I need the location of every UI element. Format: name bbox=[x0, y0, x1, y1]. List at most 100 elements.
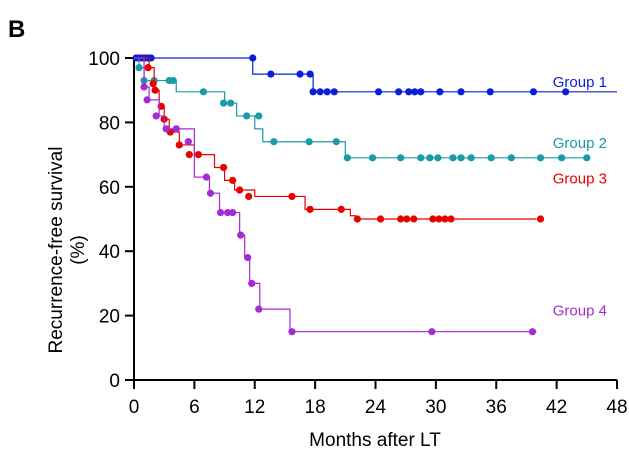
group-1-marker bbox=[249, 54, 257, 62]
group-2-marker bbox=[507, 154, 515, 162]
group-4-marker bbox=[172, 125, 180, 133]
group-2-marker bbox=[219, 99, 228, 107]
group-3-marker bbox=[536, 215, 545, 223]
group-2-marker bbox=[368, 154, 377, 162]
group-4-marker bbox=[237, 231, 245, 239]
group-2-marker bbox=[169, 76, 177, 85]
group-4-marker bbox=[248, 279, 256, 287]
group-4-marker bbox=[255, 305, 263, 313]
group-4-marker bbox=[244, 254, 252, 262]
group-2-marker bbox=[332, 138, 340, 146]
y-tick-label: 100 bbox=[88, 49, 120, 70]
group-2-marker bbox=[305, 138, 313, 146]
group-3-marker bbox=[376, 215, 385, 223]
group-4-marker bbox=[288, 328, 296, 336]
group-4-marker bbox=[216, 208, 225, 217]
group-1-line bbox=[134, 57, 617, 93]
group-4-marker bbox=[162, 125, 170, 133]
y-axis-title: Recurrence-free survival bbox=[46, 147, 67, 354]
group-3-marker bbox=[219, 163, 228, 172]
group-2-marker bbox=[457, 154, 465, 162]
group-1-marker bbox=[309, 88, 317, 96]
group-4-marker bbox=[202, 173, 211, 181]
group-2-series: Group 2 bbox=[134, 57, 607, 162]
group-4-line bbox=[134, 57, 537, 333]
group-2-marker bbox=[227, 99, 235, 107]
group-4-label: Group 4 bbox=[553, 303, 607, 320]
group-3-marker bbox=[397, 215, 405, 223]
y-tick-label: 60 bbox=[99, 178, 120, 199]
group-2-marker bbox=[467, 154, 475, 162]
group-2-label: Group 2 bbox=[553, 135, 607, 152]
group-1-marker bbox=[267, 70, 275, 78]
group-3-marker bbox=[306, 205, 314, 213]
group-3-marker bbox=[403, 215, 411, 223]
y-tick-label: 0 bbox=[109, 371, 120, 392]
group-1-marker bbox=[486, 88, 494, 96]
x-tick-label: 42 bbox=[546, 397, 567, 418]
x-tick-label: 12 bbox=[244, 397, 265, 418]
x-axis-title: Months after LT bbox=[309, 430, 441, 451]
group-1-marker bbox=[562, 88, 570, 96]
group-4-marker bbox=[528, 328, 537, 336]
group-4-marker bbox=[140, 83, 148, 91]
group-1-marker bbox=[316, 88, 324, 96]
y-tick-label: 20 bbox=[99, 307, 120, 328]
group-3-marker bbox=[151, 86, 159, 94]
y-axis-ticks: 0 20 40 60 80 100 bbox=[88, 49, 134, 392]
group-3-line bbox=[134, 57, 537, 220]
group-1-marker bbox=[436, 88, 444, 96]
group-3-marker bbox=[410, 215, 418, 223]
group-1-marker bbox=[417, 88, 425, 96]
group-2-marker bbox=[199, 88, 208, 96]
group-1-marker bbox=[296, 70, 304, 78]
group-2-marker bbox=[487, 154, 495, 162]
group-3-marker bbox=[288, 192, 296, 201]
group-1-marker bbox=[374, 88, 383, 96]
group-2-marker bbox=[397, 154, 405, 162]
x-tick-label: 18 bbox=[305, 397, 326, 418]
group-2-marker bbox=[434, 154, 442, 162]
group-1-marker bbox=[395, 88, 403, 96]
group-3-marker bbox=[229, 176, 237, 184]
group-2-marker bbox=[583, 154, 591, 162]
group-3-marker bbox=[236, 186, 244, 194]
x-tick-label: 36 bbox=[486, 397, 507, 418]
x-axis-ticks: 0 6 12 18 24 30 36 42 48 bbox=[129, 380, 628, 418]
group-1-marker bbox=[323, 88, 331, 96]
group-2-marker bbox=[558, 154, 566, 162]
group-2-marker bbox=[536, 154, 545, 162]
group-2-marker bbox=[243, 112, 251, 120]
group-3-marker bbox=[441, 215, 449, 223]
group-3-marker bbox=[435, 215, 443, 223]
x-tick-label: 24 bbox=[365, 397, 387, 418]
group-1-marker bbox=[411, 88, 419, 96]
group-3-marker bbox=[149, 80, 157, 88]
x-tick-label: 0 bbox=[129, 397, 140, 418]
group-3-marker bbox=[185, 151, 193, 159]
group-3-marker bbox=[194, 151, 202, 159]
group-4-marker bbox=[206, 189, 215, 197]
group-2-line bbox=[134, 57, 587, 159]
group-1-marker bbox=[529, 88, 538, 96]
group-2-marker bbox=[270, 138, 278, 146]
y-tick-label: 80 bbox=[99, 113, 120, 134]
group-3-series: Group 3 bbox=[134, 57, 607, 223]
group-3-marker bbox=[175, 141, 183, 149]
y-tick-label: 40 bbox=[99, 242, 120, 263]
y-axis-unit: (%) bbox=[68, 235, 89, 265]
group-2-marker bbox=[426, 154, 434, 162]
group-4-marker bbox=[152, 112, 160, 120]
group-2-marker bbox=[417, 154, 425, 162]
group-4-marker bbox=[143, 96, 151, 104]
group-2-marker bbox=[135, 64, 143, 72]
group-4-marker bbox=[229, 208, 237, 217]
group-3-label: Group 3 bbox=[553, 171, 607, 188]
group-3-marker bbox=[245, 192, 253, 201]
group-1-marker bbox=[330, 88, 338, 96]
x-tick-label: 30 bbox=[425, 397, 446, 418]
group-4-marker bbox=[428, 328, 436, 336]
group-3-marker bbox=[144, 64, 152, 72]
group-1-marker bbox=[405, 88, 413, 96]
